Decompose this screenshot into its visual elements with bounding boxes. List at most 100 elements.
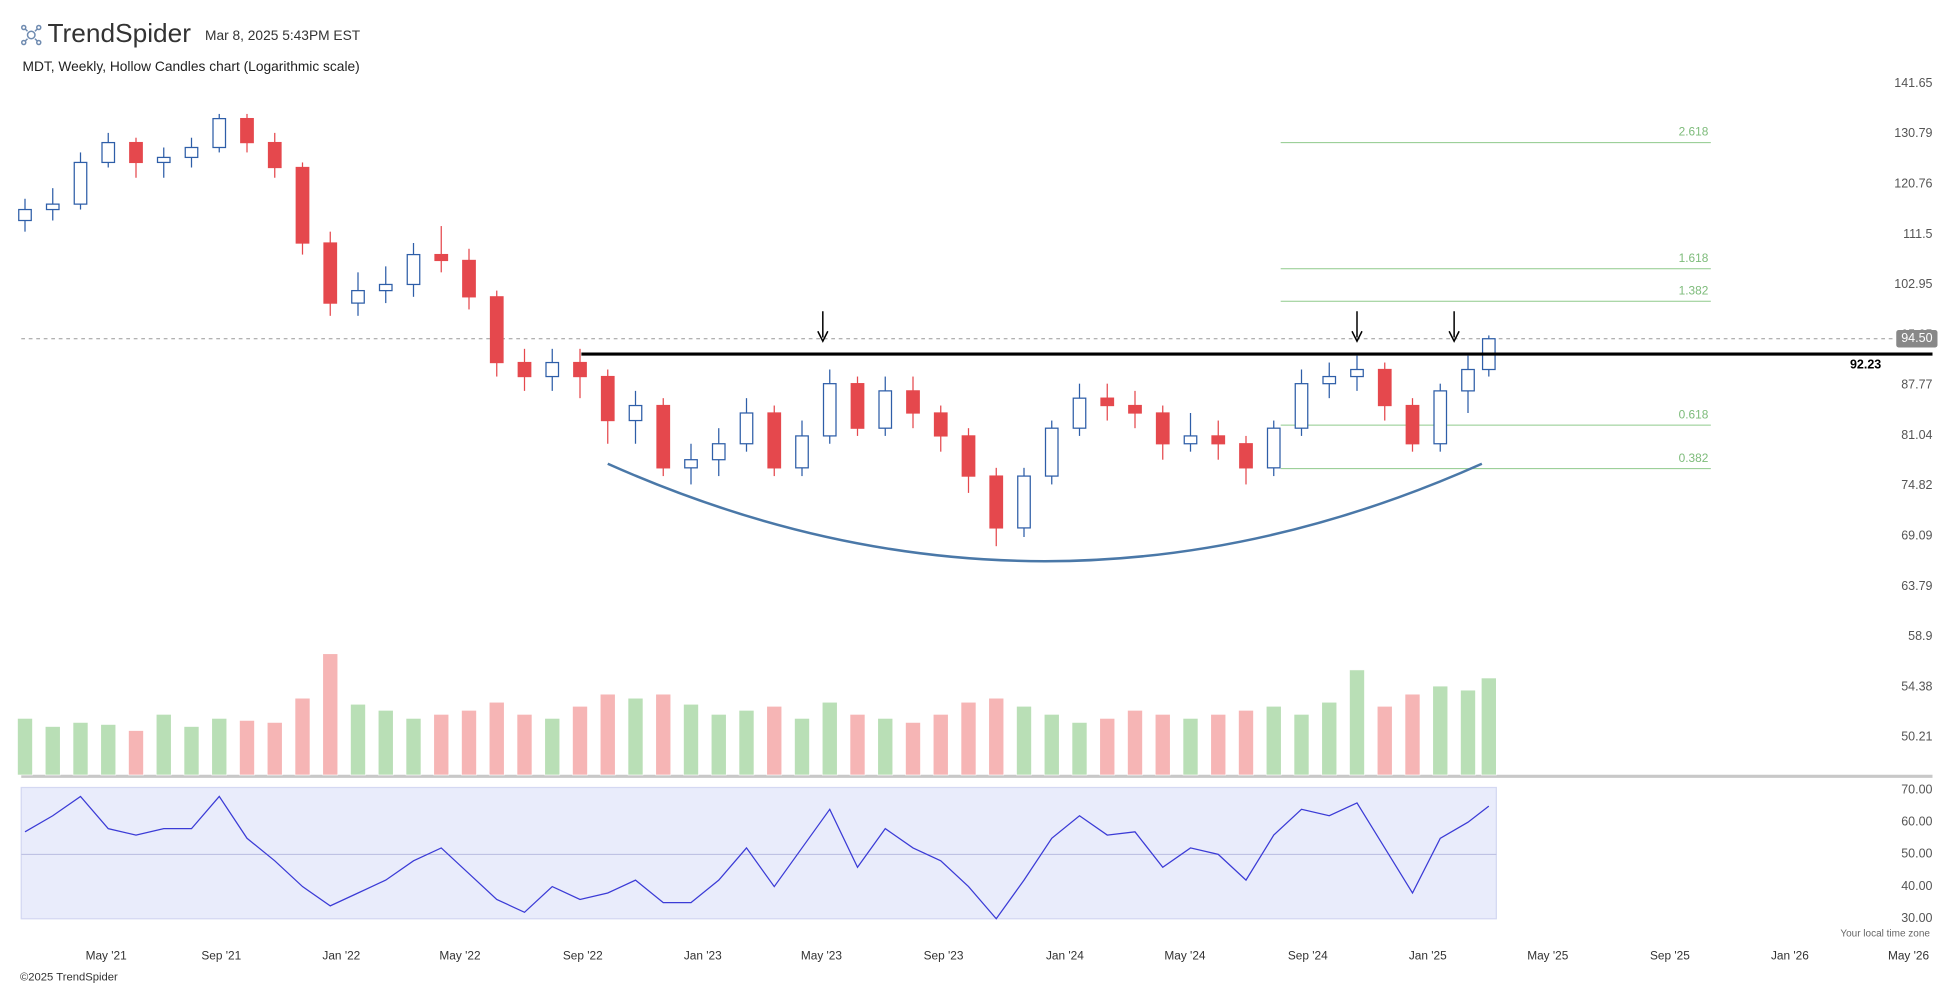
candle-body — [267, 141, 282, 169]
candle-body — [1294, 383, 1309, 429]
arrow-head — [817, 330, 829, 343]
volume-bar — [738, 710, 755, 776]
volume-bar — [72, 722, 89, 776]
y-tick-label: 141.65 — [1894, 76, 1932, 90]
x-tick-label: May '24 — [1164, 948, 1206, 962]
candle-body — [1322, 375, 1337, 385]
candle-body — [1433, 390, 1448, 445]
candle-body — [545, 361, 560, 378]
candle-body — [1266, 427, 1281, 469]
volume-bar — [128, 730, 144, 776]
candle-body — [961, 435, 976, 477]
volume-bar — [1043, 714, 1060, 776]
candle-body — [1155, 412, 1170, 445]
volume-bar — [1460, 689, 1476, 776]
candle-body — [656, 404, 671, 469]
candle-body — [378, 283, 393, 292]
x-tick-label: May '21 — [86, 948, 128, 962]
volume-bar — [821, 701, 838, 776]
timestamp: Mar 8, 2025 5:43PM EST — [205, 28, 361, 43]
volume-bar — [1182, 718, 1199, 776]
volume-bar — [1376, 705, 1393, 776]
candle-body — [1350, 368, 1364, 378]
candle-body — [184, 146, 199, 159]
copyright: ©2025 TrendSpider — [20, 971, 118, 983]
volume-bar — [239, 720, 255, 776]
candle-body — [1183, 435, 1198, 445]
volume-bar — [1238, 710, 1254, 776]
candle-body — [1461, 368, 1475, 392]
candle-body — [573, 361, 587, 378]
volume-bar — [266, 722, 283, 776]
cup-curve — [607, 462, 1483, 563]
last-price-label: 94.50 — [1901, 331, 1932, 345]
volume-bar — [988, 697, 1005, 776]
volume-bar — [377, 710, 394, 776]
volume-bar — [1349, 669, 1365, 776]
x-tick-label: Jan '23 — [684, 948, 722, 962]
candle-body — [822, 383, 837, 437]
fib-label: 2.618 — [1679, 125, 1709, 139]
rsi-tick-label: 40.00 — [1901, 879, 1932, 893]
y-tick-label: 111.5 — [1903, 227, 1932, 241]
arrow-head — [1351, 330, 1363, 343]
timezone-note: Your local time zone — [1840, 928, 1930, 939]
logo-icon — [21, 24, 42, 46]
candle-body — [156, 156, 171, 164]
candle-body — [517, 361, 532, 378]
volume-bar — [1432, 685, 1449, 776]
volume-bar — [1154, 714, 1171, 776]
y-tick-label: 50.21 — [1901, 730, 1932, 744]
candle-body — [1211, 435, 1226, 445]
rsi-panel — [20, 786, 1497, 920]
x-tick-label: Sep '23 — [924, 948, 964, 962]
x-tick-label: Jan '26 — [1771, 948, 1809, 962]
candle-body — [129, 141, 143, 164]
candle-body — [73, 161, 88, 205]
volume-bar — [1016, 705, 1032, 776]
candle-body — [850, 383, 865, 429]
fib-label: 0.382 — [1679, 451, 1709, 465]
volume-bar — [461, 710, 477, 776]
candle-body — [1128, 404, 1142, 414]
volume-bar — [572, 705, 588, 776]
candle-body — [1017, 475, 1031, 529]
candle-body — [628, 404, 643, 422]
x-tick-label: Jan '25 — [1409, 948, 1447, 962]
x-tick-label: Jan '22 — [322, 948, 360, 962]
volume-bar — [683, 703, 699, 776]
y-tick-label: 87.77 — [1901, 378, 1932, 392]
candle-body — [434, 253, 449, 262]
candle-body — [323, 242, 338, 304]
volume-bar — [294, 697, 311, 776]
x-tick-label: May '22 — [439, 948, 480, 962]
volume-bar — [849, 714, 866, 776]
candle-body — [462, 259, 476, 298]
candle-body — [212, 117, 227, 149]
volume-bar — [766, 705, 783, 776]
volume-bar — [655, 693, 672, 776]
volume-bar — [905, 722, 921, 776]
arrow-head — [1448, 330, 1460, 343]
candle-body — [739, 412, 754, 445]
volume-bar — [710, 714, 727, 776]
volume-bar — [155, 714, 172, 776]
volume-bar — [1293, 714, 1310, 776]
rsi-tick-label: 70.00 — [1901, 782, 1932, 796]
brand: TrendSpider — [48, 18, 192, 48]
y-tick-label: 54.38 — [1901, 679, 1932, 693]
volume-bar — [932, 714, 949, 776]
fib-label: 0.618 — [1679, 407, 1709, 421]
y-tick-label: 120.76 — [1894, 176, 1932, 190]
candle-body — [933, 412, 948, 437]
fib-label: 1.618 — [1679, 251, 1709, 265]
x-tick-label: May '25 — [1527, 948, 1569, 962]
candle-body — [711, 443, 726, 461]
candle-body — [18, 208, 32, 222]
candle-body — [295, 166, 310, 244]
candle-body — [684, 459, 698, 469]
candle-body — [600, 375, 615, 422]
y-tick-label: 74.82 — [1901, 478, 1932, 492]
volume-bar — [1265, 705, 1282, 776]
y-tick-label: 102.95 — [1894, 277, 1932, 291]
